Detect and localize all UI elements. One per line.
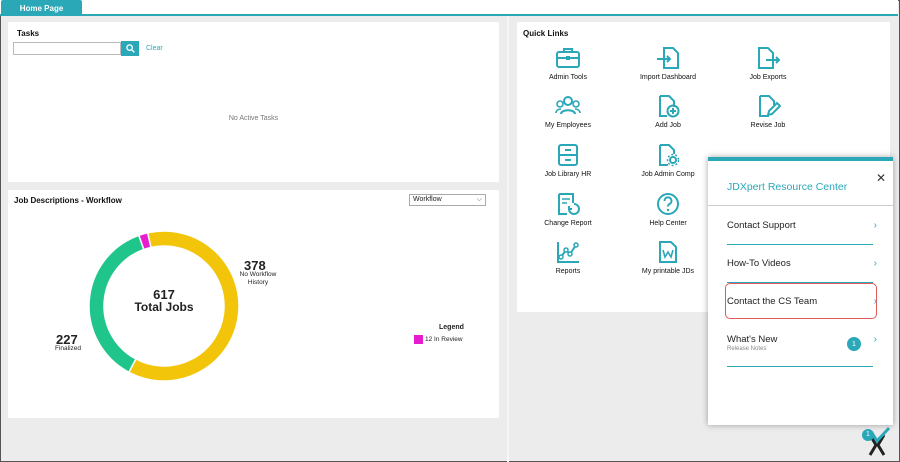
whats-new-subtitle: Release Notes xyxy=(727,346,767,352)
column-divider xyxy=(507,16,509,462)
quick-link-label: Import Dashboard xyxy=(639,74,697,81)
quick-link-my-printable-jds[interactable]: My printable JDs xyxy=(623,240,713,275)
chart-line-icon xyxy=(557,242,579,263)
quick-link-import-dashboard[interactable]: Import Dashboard xyxy=(623,46,713,81)
donut-slice-no-workflow-history xyxy=(127,230,240,382)
total-jobs-number: 617 xyxy=(153,287,175,302)
workflow-donut-chart xyxy=(88,230,240,382)
rc-item-separator xyxy=(727,366,873,367)
quick-link-reports[interactable]: Reports xyxy=(523,240,613,275)
close-icon[interactable]: ✕ xyxy=(876,171,887,185)
no-workflow-label-line2: History xyxy=(247,279,269,286)
quick-link-label: My Employees xyxy=(545,122,591,129)
tab-home-page[interactable]: Home Page xyxy=(1,0,82,16)
quick-link-label: Revise Job xyxy=(750,122,786,129)
quick-link-my-employees[interactable]: My Employees xyxy=(523,94,613,129)
rc-item-highlight xyxy=(725,283,877,319)
quick-link-add-job[interactable]: Add Job xyxy=(623,94,713,129)
no-workflow-number: 378 xyxy=(244,258,266,273)
chevron-right-icon: › xyxy=(873,220,877,231)
tasks-panel: Tasks Clear No Active Tasks xyxy=(8,22,499,182)
tab-bar: Home Page xyxy=(0,0,898,16)
quick-link-label: My printable JDs xyxy=(641,268,695,275)
rc-item-separator xyxy=(727,244,873,245)
total-jobs-label: Total Jobs xyxy=(134,300,194,314)
rc-item-label: Contact Support xyxy=(727,220,796,231)
chevron-down-icon: ⌵ xyxy=(476,196,482,203)
job-descriptions-panel: Job Descriptions - Workflow Workflow ⌵ 6… xyxy=(8,190,499,418)
workflow-select[interactable]: Workflow ⌵ xyxy=(409,194,486,206)
tasks-title: Tasks xyxy=(17,29,40,38)
quick-link-job-exports[interactable]: Job Exports xyxy=(723,46,813,81)
tasks-clear-link[interactable]: Clear xyxy=(146,45,163,52)
whats-new-badge: 1 xyxy=(847,337,861,351)
legend-swatch xyxy=(414,335,423,344)
quick-link-change-report[interactable]: Change Report xyxy=(523,192,613,227)
legend-item-in-review: 12 In Review xyxy=(414,335,463,344)
quick-link-label: Change Report xyxy=(544,220,592,227)
quick-link-label: Job Exports xyxy=(749,74,787,81)
quick-link-help-center[interactable]: Help Center xyxy=(623,192,713,227)
search-icon xyxy=(125,44,135,53)
file-import-icon xyxy=(657,47,679,69)
quick-link-label: Reports xyxy=(555,268,581,275)
quick-link-label: Help Center xyxy=(649,220,687,227)
quick-link-label: Job Admin Comp xyxy=(641,171,695,178)
rc-item-contact-cs-team[interactable]: Contact the CS Team › xyxy=(727,296,877,307)
file-plus-icon xyxy=(659,95,680,118)
quick-link-label: Job Library HR xyxy=(544,171,592,178)
chevron-right-icon: › xyxy=(873,296,877,307)
finalized-label: Finalized xyxy=(55,345,82,352)
legend-title: Legend xyxy=(439,324,464,331)
tasks-search-button[interactable] xyxy=(121,41,139,56)
file-word-icon xyxy=(659,241,677,263)
legend-item-label: 12 In Review xyxy=(425,336,463,343)
quick-link-revise-job[interactable]: Revise Job xyxy=(723,94,813,129)
file-export-icon xyxy=(758,47,781,69)
chevron-right-icon: › xyxy=(873,258,877,269)
rc-item-contact-support[interactable]: Contact Support › xyxy=(727,220,877,231)
quick-link-admin-tools[interactable]: Admin Tools xyxy=(523,46,613,81)
rc-item-whats-new[interactable]: What's New › xyxy=(727,334,877,345)
help-icon xyxy=(657,193,679,215)
donut-slice-in-review xyxy=(137,231,152,251)
quick-link-label: Add Job xyxy=(655,122,681,129)
finalized-number: 227 xyxy=(56,332,78,347)
cabinet-icon xyxy=(558,144,578,166)
workflow-select-value: Workflow xyxy=(413,196,442,203)
quick-link-label: Admin Tools xyxy=(548,74,587,81)
rc-item-separator xyxy=(727,282,873,283)
launcher-badge: 1 xyxy=(862,429,874,441)
rc-item-label: What's New xyxy=(727,334,778,345)
no-workflow-label-line1: No Workflow xyxy=(239,271,277,278)
rc-item-how-to-videos[interactable]: How-To Videos › xyxy=(727,258,877,269)
resource-center-popup: JDXpert Resource Center ✕ Contact Suppor… xyxy=(708,157,893,425)
tasks-search-input[interactable] xyxy=(13,42,121,55)
briefcase-icon xyxy=(556,48,580,68)
file-edit-icon xyxy=(759,95,781,117)
quick-links-title: Quick Links xyxy=(523,29,569,38)
rc-item-label: How-To Videos xyxy=(727,258,791,269)
report-refresh-icon xyxy=(558,193,580,215)
quick-link-job-admin-comp[interactable]: Job Admin Comp xyxy=(623,143,713,178)
resource-center-divider xyxy=(708,205,893,206)
chevron-right-icon: › xyxy=(873,334,877,345)
resource-center-title: JDXpert Resource Center xyxy=(727,181,848,193)
file-gear-icon xyxy=(659,144,680,167)
jobs-title: Job Descriptions - Workflow xyxy=(14,196,122,205)
quick-link-job-library-hr[interactable]: Job Library HR xyxy=(523,143,613,178)
no-tasks-text: No Active Tasks xyxy=(228,115,279,122)
users-icon xyxy=(555,96,581,115)
rc-item-label: Contact the CS Team xyxy=(727,296,818,307)
no-workflow-label: No Workflow History xyxy=(234,271,282,287)
